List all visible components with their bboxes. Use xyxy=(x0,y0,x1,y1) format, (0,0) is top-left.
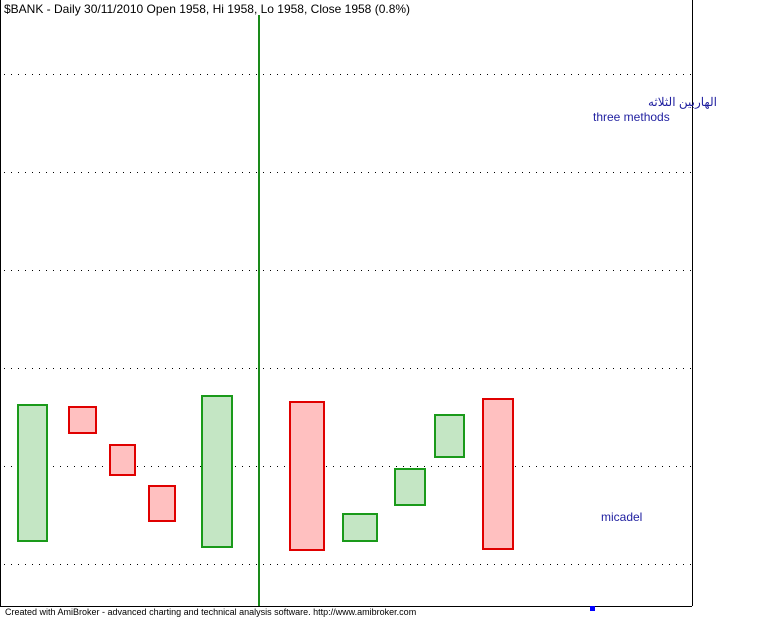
marker xyxy=(590,606,595,611)
footer: Created with AmiBroker - advanced charti… xyxy=(5,607,416,617)
annotation-author: micadel xyxy=(601,510,642,524)
candle xyxy=(17,404,48,542)
candle xyxy=(394,468,426,506)
candle xyxy=(109,444,136,476)
candle xyxy=(434,414,465,458)
candles xyxy=(17,395,514,551)
candle xyxy=(342,513,378,542)
grid xyxy=(4,74,692,565)
candle xyxy=(148,485,176,522)
chart-title: $BANK - Daily 30/11/2010 Open 1958, Hi 1… xyxy=(4,2,410,16)
candle xyxy=(68,406,97,434)
annotation-pattern: three methods xyxy=(593,110,670,124)
candle xyxy=(201,395,233,548)
candle xyxy=(289,401,325,551)
candle xyxy=(482,398,514,550)
annotation-arabic: الهاربين الثلاثه xyxy=(648,95,717,109)
